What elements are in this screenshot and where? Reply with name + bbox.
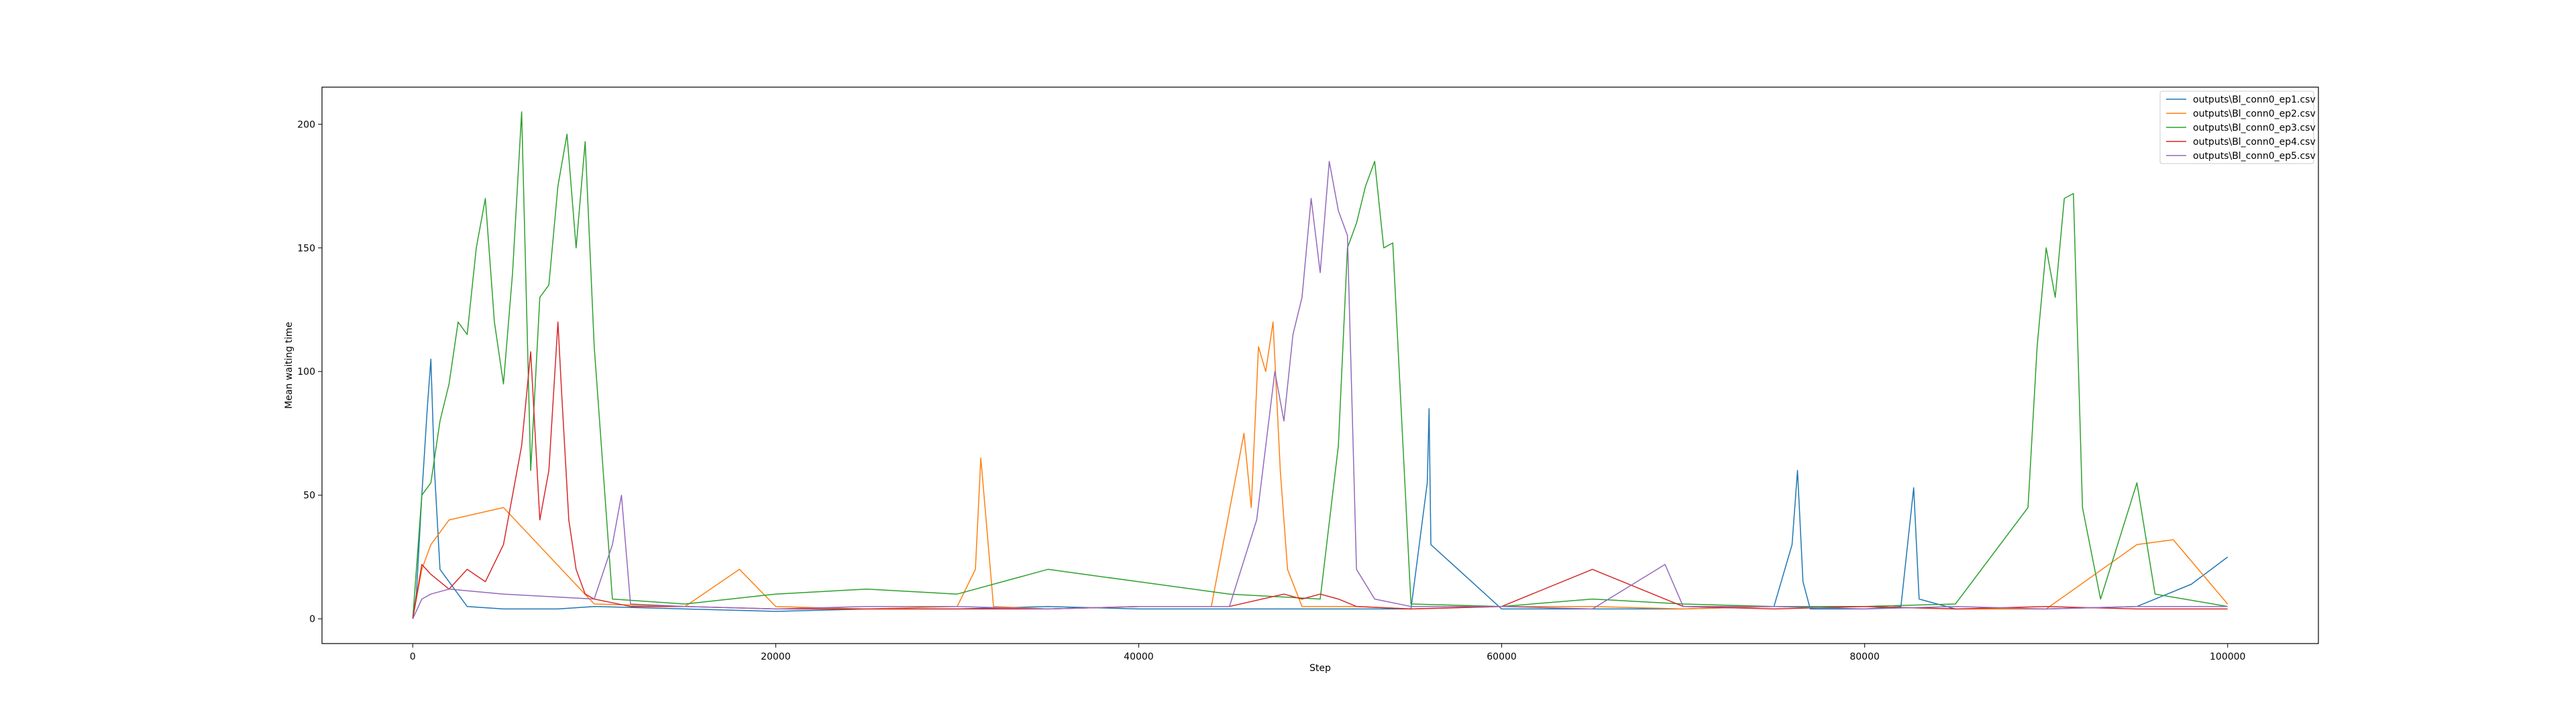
x-tick-label: 0 [410, 652, 416, 662]
y-tick-label: 100 [297, 367, 315, 377]
x-tick-label: 20000 [761, 652, 791, 662]
y-axis-label: Mean waiting time [284, 322, 294, 409]
legend-box [2159, 90, 2314, 164]
series-line-ep3 [412, 111, 2228, 619]
y-tick-label: 50 [303, 491, 315, 501]
x-tick-label: 40000 [1124, 652, 1154, 662]
series-line-ep4 [412, 321, 2228, 619]
y-axis: 0 50 100 150 200 [297, 119, 322, 625]
legend-label-ep5: outputs\Bl_conn0_ep5.csv [2193, 151, 2316, 162]
series-line-ep5 [412, 160, 2228, 619]
plot-frame [321, 86, 2319, 644]
x-tick-label: 60000 [1487, 652, 1517, 662]
legend: outputs\Bl_conn0_ep1.csv outputs\Bl_conn0… [2159, 90, 2316, 164]
x-axis-label: Step [1309, 663, 1331, 674]
legend-label-ep3: outputs\Bl_conn0_ep3.csv [2193, 123, 2316, 133]
x-tick-label: 80000 [1849, 652, 1880, 662]
x-tick-label: 100000 [2210, 652, 2245, 662]
legend-label-ep1: outputs\Bl_conn0_ep1.csv [2193, 95, 2316, 105]
legend-label-ep4: outputs\Bl_conn0_ep4.csv [2193, 137, 2316, 147]
y-tick-label: 200 [297, 119, 315, 130]
legend-label-ep2: outputs\Bl_conn0_ep2.csv [2193, 109, 2316, 119]
y-tick-label: 0 [309, 614, 315, 625]
x-axis: 0 20000 40000 60000 80000 100000 [410, 644, 2245, 662]
series-layer [412, 111, 2229, 619]
y-tick-label: 150 [297, 243, 315, 254]
